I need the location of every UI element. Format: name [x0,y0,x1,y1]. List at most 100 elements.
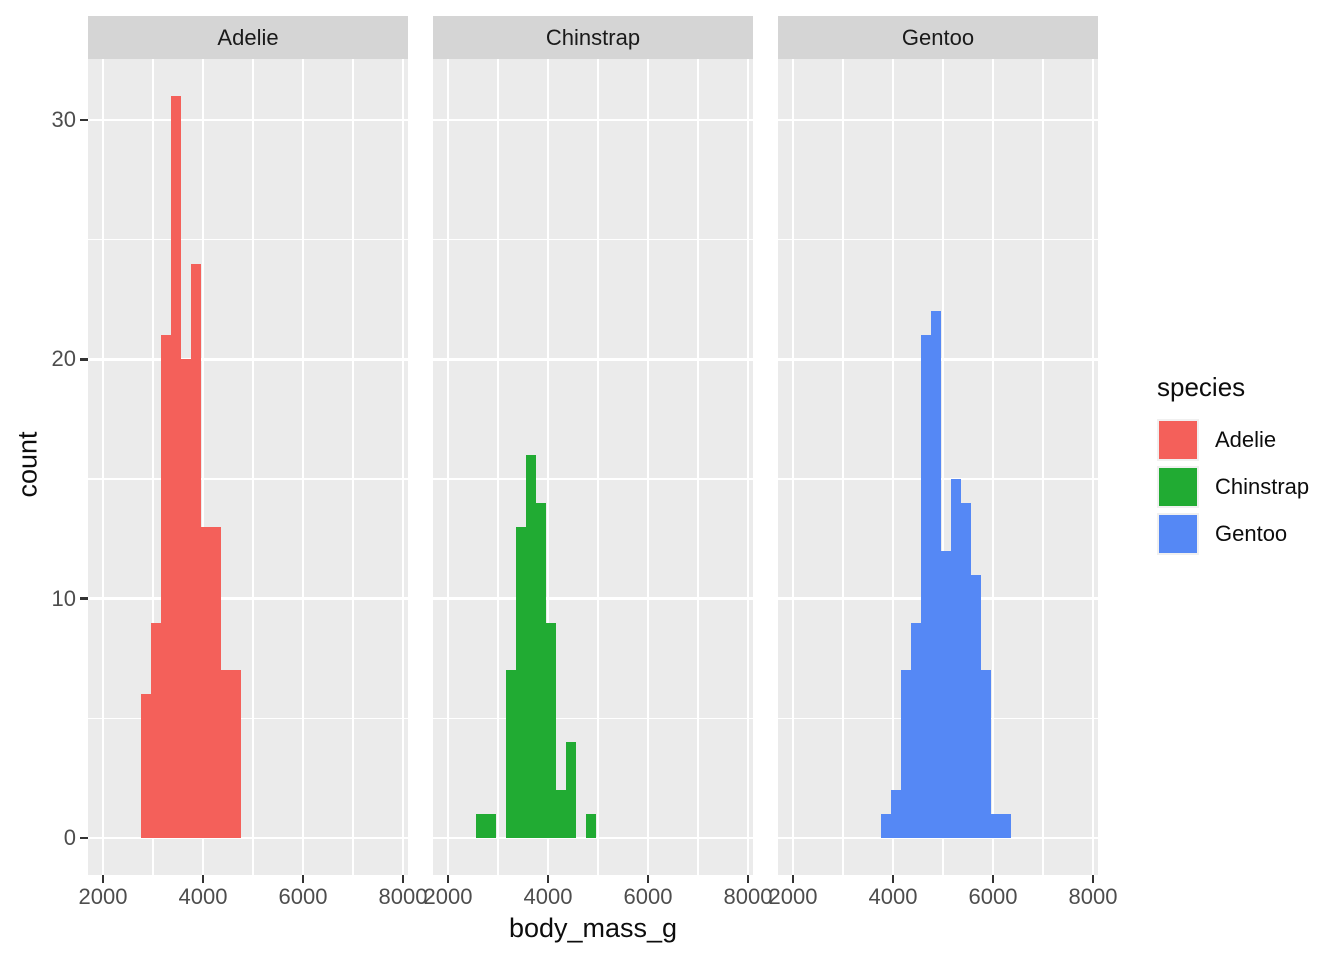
x-tick-label: 8000 [378,884,428,909]
gridline-x-major [991,59,995,875]
x-tick-label: 4000 [178,884,228,909]
histogram-bar [1000,813,1011,838]
gridline-y-major [88,597,408,600]
facet-strip: Chinstrap [433,16,753,59]
gridline-x-major [201,59,205,875]
x-tick-label: 8000 [1068,884,1118,909]
gridline-x-minor [597,59,599,875]
histogram-bar [515,526,526,838]
y-tick-label: 10 [51,585,76,611]
x-tick-mark [101,875,105,883]
gridline-x-minor [497,59,499,875]
x-tick-label: 2000 [423,884,473,909]
gridline-x-minor [842,59,844,875]
histogram-bar [950,478,961,838]
x-axis-title: body_mass_g [508,913,678,943]
gridline-x-major [446,59,450,875]
gridline-x-major [301,59,305,875]
gridline-x-major [746,59,750,875]
facet-strip-label: Gentoo [901,24,975,50]
x-tick-label: 6000 [623,884,673,909]
gridline-x-major [791,59,795,875]
x-tick-mark [201,875,205,883]
x-tick-label: 6000 [278,884,328,909]
y-tick-label: 20 [51,346,76,372]
plot-panel [433,59,753,875]
facet-strip-label: Chinstrap [545,24,641,50]
histogram-bar [545,622,556,838]
histogram-bar [880,813,891,838]
gridline-y-minor [88,238,408,241]
histogram-bar [170,96,181,838]
legend: species Adelie Chinstrap Gentoo [1157,372,1309,560]
y-tick-mark [80,597,88,600]
y-axis-title: count [12,431,43,498]
x-tick-label: 2000 [78,884,128,909]
gridline-y-minor [88,717,408,719]
histogram-bar [990,813,1001,838]
gridline-y-major [88,118,408,122]
gridline-y-minor [433,717,753,719]
gridline-y-major [88,836,408,840]
histogram-bar [960,502,971,838]
legend-item-label: Gentoo [1215,521,1288,546]
legend-key [1157,466,1199,508]
legend-item: Gentoo [1157,513,1309,555]
histogram-bar [970,574,981,838]
histogram-bar [150,622,161,838]
gridline-y-major [88,358,408,361]
x-tick-label: 8000 [723,884,773,909]
y-tick-label: 0 [63,824,76,850]
facet-strip-label: Adelie [217,24,279,50]
facet-strip: Gentoo [778,16,1098,59]
gridline-x-minor [697,59,699,875]
histogram-bar [180,359,191,838]
gridline-y-minor [778,238,1098,241]
histogram-bar [230,670,241,838]
x-tick-label: 4000 [868,884,918,909]
histogram-bar [920,335,931,838]
x-tick-mark [401,875,405,883]
gridline-x-minor [252,59,254,875]
gridline-y-major [778,836,1098,840]
histogram-bar [200,526,211,838]
gridline-x-major [546,59,550,875]
gridline-y-minor [88,478,408,480]
x-tick-label: 4000 [523,884,573,909]
y-tick-mark [80,118,88,122]
x-tick-mark [891,875,895,883]
facet-strip: Adelie [88,16,408,59]
gridline-x-major [891,59,895,875]
x-tick-mark [791,875,795,883]
gridline-y-major [433,358,753,361]
histogram-bar [220,670,231,838]
histogram-bar [565,742,576,838]
histogram-bar [930,311,941,838]
x-tick-mark [646,875,650,883]
histogram-bar [900,670,911,838]
gridline-x-minor [352,59,354,875]
gridline-y-major [778,118,1098,122]
histogram-bar [910,622,921,838]
gridline-x-major [401,59,405,875]
legend-item: Chinstrap [1157,466,1309,508]
histogram-bar [140,694,151,838]
legend-swatch [1159,515,1197,553]
legend-swatch [1159,421,1197,459]
gridline-x-major [101,59,105,875]
histogram-bar [555,790,566,838]
legend-swatch [1159,468,1197,506]
x-tick-mark [301,875,305,883]
histogram-bar [585,813,596,838]
histogram-bar [475,813,486,838]
histogram-bar [505,670,516,838]
legend-title: species [1157,372,1246,402]
histogram-bar [525,455,536,838]
legend-key [1157,419,1199,461]
gridline-x-minor [1042,59,1044,875]
y-tick-mark [80,358,88,361]
gridline-y-major [433,836,753,840]
gridline-y-minor [433,238,753,241]
plot-panel [778,59,1098,875]
